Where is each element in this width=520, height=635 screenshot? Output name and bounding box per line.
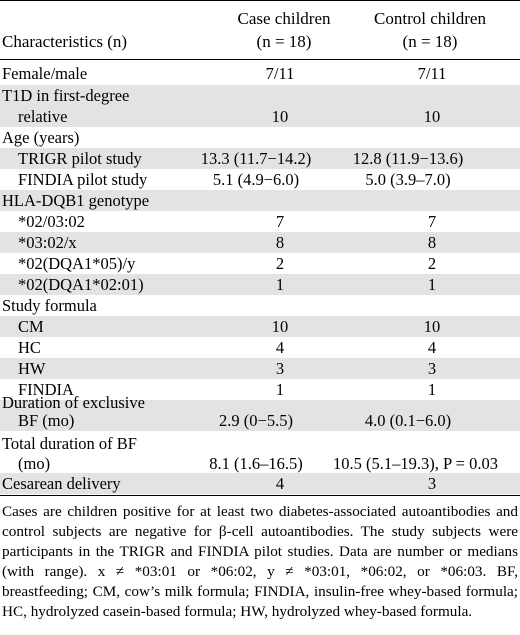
case-value: 2.9 (0−5.5) <box>219 411 293 430</box>
table-row: Female/male 7/11 7/11 <box>0 63 520 85</box>
row-label-continued: BF (mo) <box>18 411 75 430</box>
row-label: TRIGR pilot study <box>18 149 142 168</box>
header-characteristics: Characteristics (n) <box>2 32 128 51</box>
header-case-n: (n = 18) <box>256 32 312 51</box>
row-label-continued: relative <box>18 107 68 126</box>
row-label-continued: (mo) <box>18 454 51 473</box>
row-label: FINDIA pilot study <box>18 170 148 189</box>
case-value: 1 <box>275 275 285 294</box>
control-value: 2 <box>427 254 437 273</box>
table-row: *02(DQA1*05)/y 2 2 <box>0 253 520 274</box>
row-label: HC <box>18 338 41 357</box>
table-row: Age (years) <box>0 127 520 148</box>
table-row: *03:02/x 8 8 <box>0 232 520 253</box>
case-value: 5.1 (4.9−6.0) <box>212 170 300 189</box>
row-label: *02/03:02 <box>18 212 85 231</box>
control-value: 3 <box>427 359 437 378</box>
table-row: HC 4 4 <box>0 337 520 358</box>
row-label: Female/male <box>2 64 88 83</box>
row-label: T1D in first-degree <box>2 86 130 105</box>
table-row: CM 10 10 <box>0 316 520 337</box>
table-row: FINDIA pilot study 5.1 (4.9−6.0) 5.0 (3.… <box>0 169 520 190</box>
table-footnote: Cases are children positive for at least… <box>2 503 518 620</box>
case-value: 13.3 (11.7−14.2) <box>200 149 312 168</box>
header-control-title: Control children <box>374 9 486 28</box>
row-label: FINDIA <box>18 380 74 399</box>
row-label: Age (years) <box>2 128 80 147</box>
table-row: HLA-DQB1 genotype <box>0 190 520 211</box>
table-row: Duration of exclusive BF (mo) 2.9 (0−5.5… <box>0 393 520 431</box>
row-label: HW <box>18 359 46 378</box>
row-label: HLA-DQB1 genotype <box>2 191 150 210</box>
case-value: 8 <box>275 233 285 252</box>
case-value: 4 <box>275 474 285 493</box>
case-value: 8.1 (1.6–16.5) <box>209 454 303 473</box>
control-value: 7 <box>427 212 437 231</box>
table-row: Study formula <box>0 295 520 316</box>
case-value: 7 <box>275 212 285 231</box>
table-row: FINDIA 1 1 <box>0 379 520 400</box>
control-value: 10.5 (5.1–19.3), P = 0.03 <box>333 454 498 473</box>
table-row: T1D in first-degree relative 10 10 <box>0 85 520 127</box>
control-value: 8 <box>427 233 437 252</box>
case-value: 2 <box>275 254 285 273</box>
table-row: *02/03:02 7 7 <box>0 211 520 232</box>
bottom-rule <box>0 495 520 496</box>
case-value: 4 <box>275 338 285 357</box>
row-label: Cesarean delivery <box>2 474 121 493</box>
control-value: 1 <box>427 275 437 294</box>
table-row: Cesarean delivery 4 3 <box>0 473 520 494</box>
control-value: 3 <box>427 474 437 493</box>
table-row: Total duration of BF (mo) 8.1 (1.6–16.5)… <box>0 431 520 473</box>
row-label: CM <box>18 317 44 336</box>
header-rule <box>0 59 520 60</box>
case-value: 10 <box>271 107 289 126</box>
row-label: Total duration of BF <box>2 434 137 453</box>
control-value: 4.0 (0.1−6.0) <box>364 411 452 430</box>
top-rule <box>0 0 520 1</box>
header-control-n: (n = 18) <box>402 32 458 51</box>
control-value: 10 <box>423 317 441 336</box>
table-row: TRIGR pilot study 13.3 (11.7−14.2) 12.8 … <box>0 148 520 169</box>
case-value: 7/11 <box>265 64 295 83</box>
table-row: HW 3 3 <box>0 358 520 379</box>
case-value: 10 <box>271 317 289 336</box>
control-value: 5.0 (3.9–7.0) <box>365 170 451 189</box>
control-value: 1 <box>427 380 437 399</box>
case-value: 3 <box>275 359 285 378</box>
control-value: 10 <box>423 107 441 126</box>
header-case-title: Case children <box>237 9 331 28</box>
row-label: *02(DQA1*02:01) <box>18 275 144 294</box>
control-value: 4 <box>427 338 437 357</box>
case-value: 1 <box>275 380 285 399</box>
control-value: 12.8 (11.9−13.6) <box>352 149 464 168</box>
row-label: Duration of exclusive <box>2 393 145 412</box>
table-row: *02(DQA1*02:01) 1 1 <box>0 274 520 295</box>
row-label: *03:02/x <box>18 233 77 252</box>
row-label: *02(DQA1*05)/y <box>18 254 136 273</box>
row-label: Study formula <box>2 296 97 315</box>
control-value: 7/11 <box>417 64 447 83</box>
